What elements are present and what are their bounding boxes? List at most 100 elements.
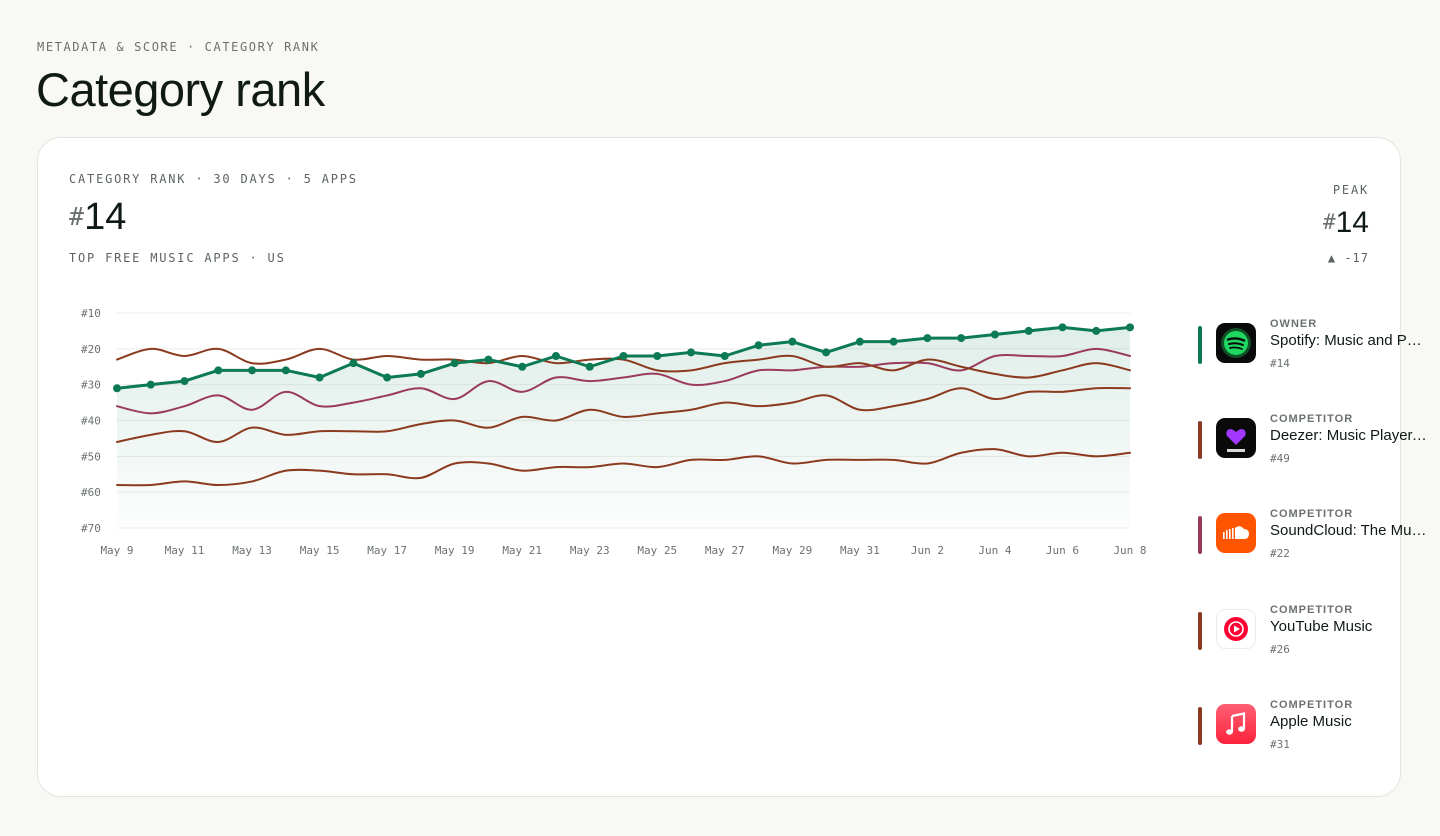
data-point — [450, 359, 459, 368]
legend-app-name: YouTube Music — [1270, 618, 1373, 635]
x-tick-label: Jun 8 — [1113, 544, 1146, 557]
legend-rank: #14 — [1270, 357, 1290, 370]
data-point — [1024, 326, 1033, 335]
data-point — [1092, 326, 1101, 335]
series-line-apple-music — [116, 448, 1131, 487]
data-point — [822, 348, 831, 357]
legend-rank: #22 — [1270, 547, 1290, 560]
legend-item-deezer[interactable]: COMPETITOR Deezer: Music Player, Podcast… — [1198, 413, 1430, 467]
x-tick-label: May 17 — [367, 544, 407, 557]
y-tick-label: #30 — [81, 379, 101, 392]
series-line-soundcloud — [116, 347, 1131, 415]
x-tick-label: May 19 — [435, 544, 475, 557]
x-tick-label: May 13 — [232, 544, 272, 557]
data-point — [1058, 323, 1067, 332]
data-point — [349, 359, 358, 368]
legend-role: COMPETITOR — [1270, 604, 1354, 616]
data-point — [281, 366, 290, 375]
current-rank: #14 — [69, 196, 126, 239]
x-tick-label: Jun 4 — [978, 544, 1011, 557]
data-point — [146, 380, 155, 389]
data-point — [383, 373, 392, 382]
rank-value: 14 — [84, 196, 127, 238]
x-tick-label: May 9 — [100, 544, 133, 557]
legend-color-bar — [1198, 612, 1202, 650]
x-tick-label: May 29 — [772, 544, 812, 557]
peak-rank: #14 — [1323, 206, 1369, 240]
data-point — [113, 384, 121, 393]
legend-app-name: Deezer: Music Player, Podcast — [1270, 427, 1430, 444]
data-point — [315, 373, 324, 382]
legend-item-apple-music[interactable]: COMPETITOR Apple Music #31 — [1198, 699, 1402, 753]
youtube-music-icon — [1216, 609, 1256, 649]
series-line-deezer — [116, 386, 1131, 444]
y-tick-label: #20 — [81, 343, 101, 356]
legend-role: COMPETITOR — [1270, 508, 1354, 520]
legend-rank: #26 — [1270, 643, 1290, 656]
data-point — [788, 337, 797, 346]
legend-app-name: Spotify: Music and Podcasts — [1270, 332, 1430, 349]
data-point — [518, 362, 527, 371]
x-tick-label: Jun 6 — [1046, 544, 1079, 557]
page-title: Category rank — [36, 63, 325, 116]
data-point — [416, 369, 425, 378]
legend-app-name: SoundCloud: The Music You Love — [1270, 522, 1430, 539]
x-tick-label: Jun 2 — [911, 544, 944, 557]
legend-rank: #31 — [1270, 738, 1290, 751]
legend-color-bar — [1198, 421, 1202, 459]
y-tick-label: #40 — [81, 415, 101, 428]
data-point — [585, 362, 594, 371]
data-point — [855, 337, 864, 346]
data-point — [484, 355, 493, 364]
peak-label: PEAK — [1332, 183, 1369, 197]
data-point — [720, 352, 729, 360]
data-point — [754, 341, 763, 350]
legend-color-bar — [1198, 326, 1202, 364]
x-tick-label: May 31 — [840, 544, 880, 557]
data-point — [1126, 323, 1134, 332]
data-point — [619, 352, 628, 360]
legend-item-youtube-music[interactable]: COMPETITOR YouTube Music #26 — [1198, 604, 1402, 658]
y-tick-label: #70 — [81, 522, 101, 535]
data-point — [180, 377, 189, 386]
soundcloud-icon — [1216, 513, 1256, 553]
peak-delta: ▲ -17 — [1327, 251, 1369, 265]
card-subtitle: TOP FREE MUSIC APPS · US — [69, 251, 286, 265]
x-tick-label: May 21 — [502, 544, 542, 557]
x-tick-label: May 25 — [637, 544, 677, 557]
data-point — [990, 330, 999, 339]
legend-item-spotify[interactable]: OWNER Spotify: Music and Podcasts #14 — [1198, 318, 1430, 372]
spotify-icon — [1216, 323, 1256, 363]
y-tick-label: #50 — [81, 450, 101, 463]
category-rank-card: CATEGORY RANK · 30 DAYS · 5 APPS #14 TOP… — [37, 137, 1430, 797]
data-point — [653, 352, 662, 360]
x-tick-label: May 11 — [165, 544, 205, 557]
y-tick-label: #60 — [81, 486, 101, 499]
data-point — [923, 334, 932, 343]
data-point — [889, 337, 898, 346]
legend-rank: #49 — [1270, 452, 1290, 465]
peak-value: 14 — [1335, 206, 1369, 239]
apple-music-icon — [1216, 704, 1256, 744]
rank-hash: # — [69, 202, 85, 231]
legend-role: COMPETITOR — [1270, 699, 1354, 711]
page-eyebrow: METADATA & SCORE · CATEGORY RANK — [37, 40, 320, 54]
data-point — [248, 366, 257, 375]
legend-app-name: Apple Music — [1270, 713, 1352, 730]
legend-role: COMPETITOR — [1270, 413, 1354, 425]
data-point — [551, 352, 560, 360]
rank-chart: #10 #20 #30 #40 #50 #60 #70 May 9 May 11 May 13 Ma… — [81, 307, 1147, 557]
peak-hash: # — [1322, 210, 1336, 234]
deezer-icon — [1216, 418, 1256, 458]
x-tick-label: May 23 — [570, 544, 610, 557]
y-tick-label: #10 — [81, 307, 101, 320]
legend-color-bar — [1198, 516, 1202, 554]
x-tick-label: May 27 — [705, 544, 745, 557]
x-tick-label: May 15 — [300, 544, 340, 557]
data-point — [214, 366, 223, 375]
legend-item-soundcloud[interactable]: COMPETITOR SoundCloud: The Music You Lov… — [1198, 508, 1430, 562]
legend-color-bar — [1198, 707, 1202, 745]
card-eyebrow: CATEGORY RANK · 30 DAYS · 5 APPS — [69, 172, 358, 186]
data-point — [687, 348, 696, 357]
owner-area-fill — [117, 327, 1130, 528]
